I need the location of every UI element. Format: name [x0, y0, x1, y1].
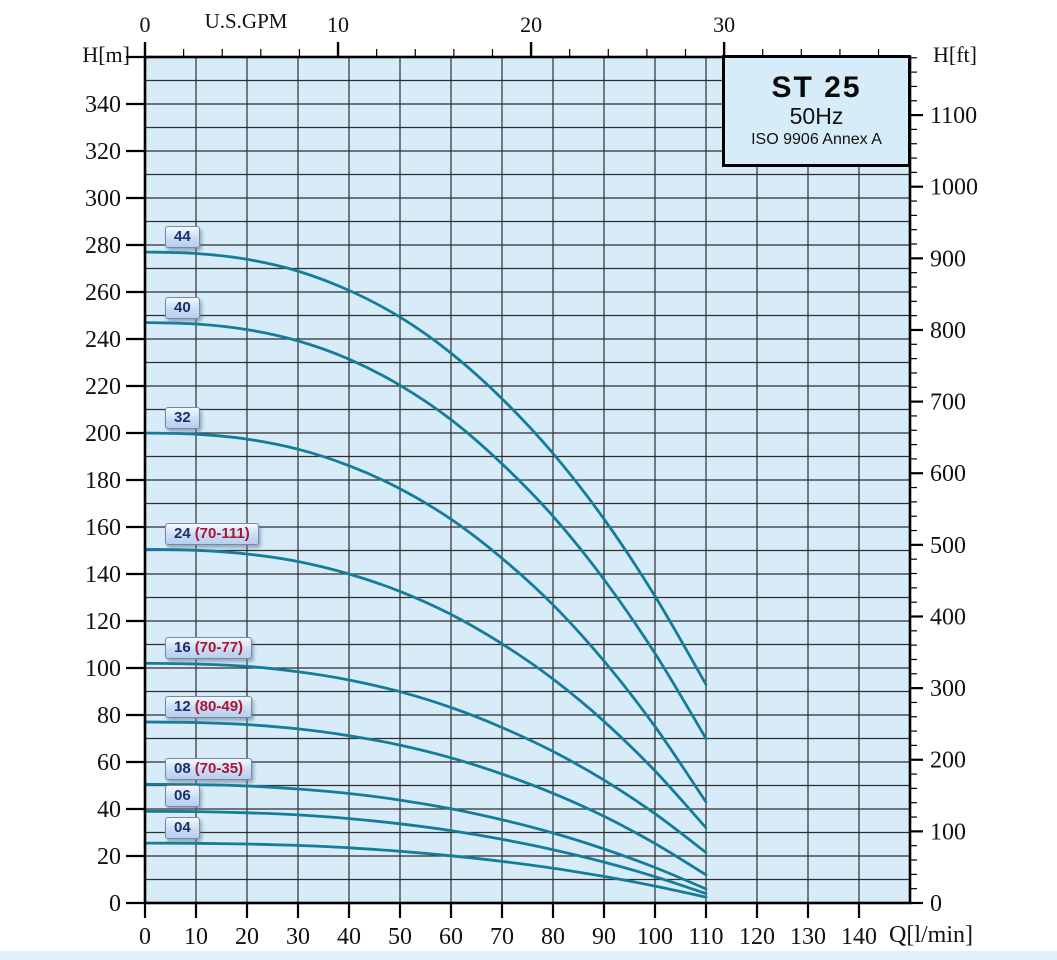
right-axis-tick-label: 1000: [930, 175, 978, 201]
bottom-axis-tick-label: 80: [541, 924, 565, 950]
curve-stage-count: 44: [174, 228, 191, 246]
bottom-axis-tick-label: 120: [739, 924, 775, 950]
iso-standard-label: ISO 9906 Annex A: [751, 130, 882, 148]
curve-label-pill-08: 08 (70-35): [165, 758, 253, 781]
curve-model-range: (70-77): [194, 639, 244, 657]
left-axis-tick-label: 300: [85, 186, 121, 212]
bottom-axis-tick-label: 90: [592, 924, 616, 950]
curve-label-pill-24: 24 (70-111): [165, 523, 259, 546]
left-axis-tick-label: 240: [85, 327, 121, 353]
bottom-axis-tick-label: 100: [637, 924, 673, 950]
curve-stage-count: 32: [174, 409, 191, 426]
bottom-axis-tick-label: 30: [286, 924, 310, 950]
right-axis-tick-label: 200: [930, 748, 966, 774]
pump-curve-08: [143, 782, 708, 891]
curve-stage-count: 04: [174, 819, 191, 837]
bottom-axis-tick-label: 60: [439, 924, 463, 950]
curve-stage-count: 16: [174, 639, 191, 657]
left-axis-tick-label: 140: [85, 562, 121, 588]
left-axis-tick-label: 0: [109, 891, 121, 917]
left-axis-tick-label: 40: [97, 797, 121, 823]
pump-curve-32: [143, 431, 708, 804]
left-axis-tick-label: 180: [85, 468, 121, 494]
curve-label-pill-44: 44: [165, 226, 200, 249]
right-axis-unit-label: H[ft]: [933, 42, 977, 67]
pump-curve-06: [143, 810, 708, 895]
bottom-axis-tick-label: 140: [841, 924, 877, 950]
top-axis-unit-label: U.S.GPM: [204, 9, 288, 33]
bottom-axis-tick-label: 130: [790, 924, 826, 950]
page-bottom-strip: [0, 951, 1057, 960]
left-axis-tick-label: 280: [85, 233, 121, 259]
left-axis-tick-label: 60: [97, 750, 121, 776]
top-axis-tick-label: 0: [140, 12, 151, 37]
curve-model-range: (70-35): [194, 760, 244, 778]
bottom-axis-tick-label: 70: [490, 924, 514, 950]
bottom-axis-unit-label: Q[l/min]: [889, 922, 973, 948]
left-axis-tick-label: 120: [85, 609, 121, 635]
right-axis-tick-label: 100: [930, 819, 966, 845]
right-axis-tick-label: 900: [930, 246, 966, 272]
left-axis-tick-label: 320: [85, 139, 121, 165]
pump-curve-12: [143, 720, 708, 877]
pump-curve-04: [143, 841, 708, 899]
left-axis-tick-label: 100: [85, 656, 121, 682]
left-axis-tick-label: 260: [85, 280, 121, 306]
right-axis-tick-label: 300: [930, 676, 966, 702]
frequency-label: 50Hz: [789, 103, 844, 130]
top-axis-tick-label: 30: [713, 12, 735, 37]
left-axis-unit-label: H[m]: [82, 42, 130, 67]
curve-label-pill-32: 32: [165, 407, 200, 429]
bottom-axis-tick-label: 0: [139, 924, 151, 950]
bottom-axis-tick-label: 40: [337, 924, 361, 950]
curve-label-pill-04: 04: [165, 817, 200, 840]
right-axis-tick-label: 600: [930, 461, 966, 487]
pump-curve-16: [143, 661, 708, 854]
left-axis-tick-label: 200: [85, 421, 121, 447]
curve-label-pill-40: 40: [165, 296, 200, 319]
curve-model-range: (70-111): [194, 525, 250, 543]
pump-curve-44: [143, 250, 708, 686]
left-axis-tick-label: 340: [85, 92, 121, 118]
right-axis-tick-label: 800: [930, 318, 966, 344]
top-axis-tick-label: 10: [327, 12, 349, 37]
top-axis-tick-label: 20: [520, 12, 542, 37]
curve-model-range: (80-49): [194, 698, 244, 716]
curve-label-pill-12: 12 (80-49): [165, 696, 253, 719]
curve-stage-count: 24: [174, 525, 191, 543]
curve-stage-count: 06: [174, 787, 191, 805]
right-axis-tick-label: 500: [930, 533, 966, 559]
pump-model-title: ST 25: [771, 70, 862, 104]
left-axis-tick-label: 80: [97, 703, 121, 729]
bottom-axis-tick-label: 10: [184, 924, 208, 950]
bottom-axis-tick-label: 50: [388, 924, 412, 950]
right-axis-tick-label: 700: [930, 390, 966, 416]
curve-stage-count: 12: [174, 698, 191, 716]
left-axis-tick-label: 160: [85, 515, 121, 541]
curve-label-pill-16: 16 (70-77): [165, 637, 253, 660]
pump-curve-40: [143, 321, 708, 740]
curve-stage-count: 08: [174, 760, 191, 778]
left-axis-tick-label: 20: [97, 844, 121, 870]
right-axis-tick-label: 1100: [930, 103, 977, 129]
curve-stage-count: 40: [174, 298, 191, 316]
bottom-axis-tick-label: 110: [688, 924, 723, 950]
right-axis-tick-label: 0: [930, 891, 942, 917]
bottom-axis-tick-label: 20: [235, 924, 259, 950]
left-axis-tick-label: 220: [85, 374, 121, 400]
pump-curve-24: [143, 547, 708, 830]
chart-title-box: ST 25 50Hz ISO 9906 Annex A: [722, 55, 911, 167]
curve-label-pill-06: 06: [165, 785, 200, 808]
right-axis-tick-label: 400: [930, 604, 966, 630]
